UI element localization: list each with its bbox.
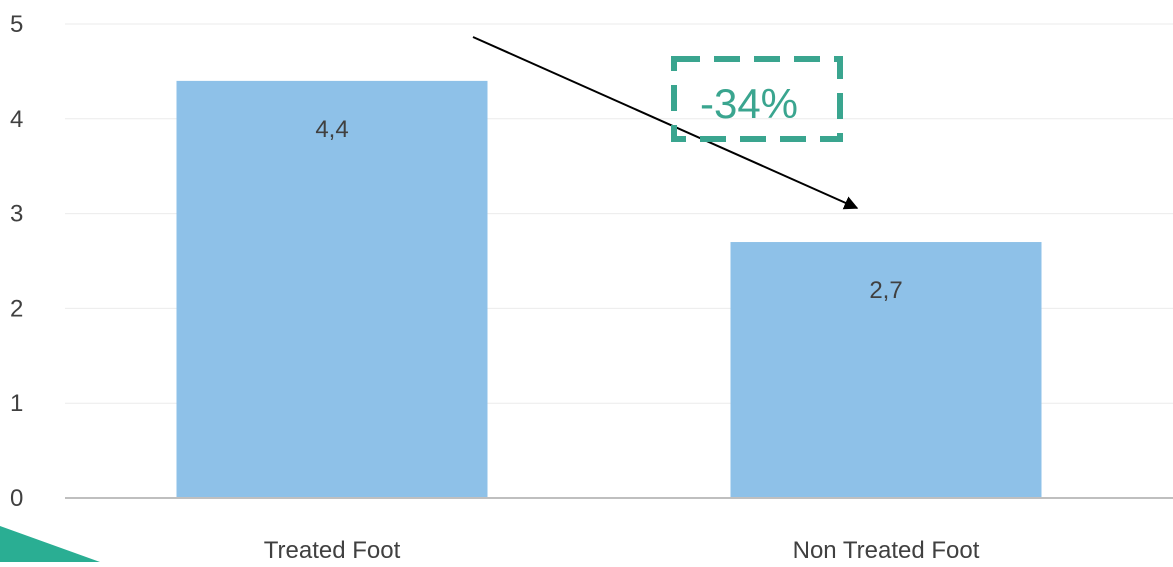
y-tick-label: 0: [10, 485, 23, 512]
data-label: 4,4: [315, 116, 348, 143]
change-callout-box: [671, 56, 843, 142]
bar: [176, 80, 488, 498]
y-tick-label: 1: [10, 390, 23, 417]
data-label: 2,7: [869, 277, 902, 304]
trend-arrow: [472, 36, 859, 210]
corner-accent-shape: [0, 526, 100, 562]
bar: [730, 242, 1042, 498]
y-tick-label: 5: [10, 11, 23, 38]
change-callout-text: -34%: [700, 80, 798, 127]
y-tick-label: 4: [10, 106, 23, 133]
y-tick-label: 3: [10, 201, 23, 228]
y-tick-label: 2: [10, 295, 23, 322]
x-tick-label: Non Treated Foot: [793, 537, 980, 562]
x-tick-label: Treated Foot: [264, 537, 401, 562]
